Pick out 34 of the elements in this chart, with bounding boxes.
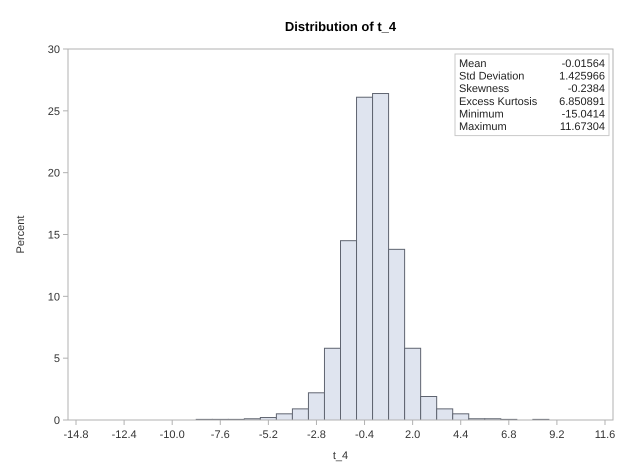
annotation: -0.2384 <box>568 83 605 96</box>
y-tick-label: 25 <box>48 106 60 118</box>
x-tick-label: 4.4 <box>453 429 468 441</box>
annotation: Maximum <box>459 121 507 133</box>
x-axis-title: t_4 <box>332 450 348 462</box>
chart-title: Distribution of t_4 <box>284 19 397 34</box>
annotation: Skewness <box>459 83 510 96</box>
x-tick-label: 9.2 <box>549 429 565 441</box>
x-tick-label: -10.0 <box>160 429 185 441</box>
annotation: Std Deviation <box>459 70 524 83</box>
y-tick-label: 20 <box>48 168 60 180</box>
x-tick-label: -0.4 <box>355 429 374 441</box>
x-tick-label: 6.8 <box>501 429 516 441</box>
y-tick-label: 5 <box>54 353 60 366</box>
annotation: Excess Kurtosis <box>459 96 538 108</box>
annotation: 6.850891 <box>559 96 605 108</box>
x-tick-label: 2.0 <box>404 429 420 441</box>
annotation: Minimum <box>459 108 504 120</box>
y-axis-title: Percent <box>15 216 27 254</box>
y-tick-label: 30 <box>48 44 60 56</box>
x-tick-label: 11.6 <box>594 429 616 441</box>
x-tick-label: -7.6 <box>210 429 230 441</box>
annotation: 11.67304 <box>560 121 605 133</box>
annotation: -15.0414 <box>562 108 605 120</box>
annotation: 1.425966 <box>559 70 605 83</box>
x-tick-label: -2.8 <box>306 429 326 441</box>
x-tick-label: -5.2 <box>258 429 278 441</box>
x-tick-label: -14.8 <box>63 429 89 441</box>
annotation: -0.01564 <box>562 58 605 70</box>
y-tick-label: 15 <box>48 230 60 242</box>
y-tick-label: 10 <box>48 291 60 304</box>
x-tick-label: -12.4 <box>112 429 137 441</box>
annotation: Mean <box>459 58 487 70</box>
y-tick-label: 0 <box>54 415 60 427</box>
